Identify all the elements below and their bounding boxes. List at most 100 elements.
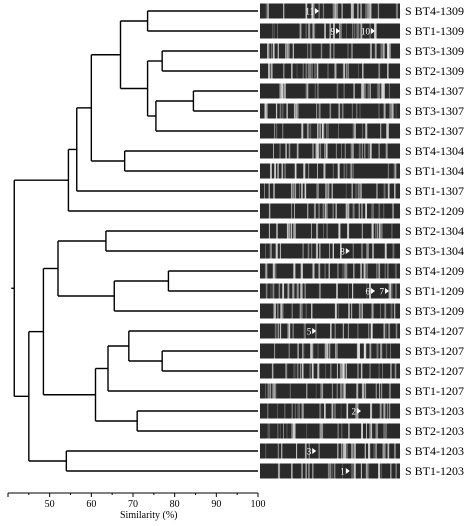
gel-band (297, 403, 299, 419)
gel-band (351, 183, 353, 199)
gel-band (351, 463, 353, 479)
gel-band (301, 183, 303, 199)
gel-band (279, 423, 281, 439)
gel-band (332, 3, 335, 19)
gel-band (336, 283, 338, 299)
gel-band (307, 123, 310, 139)
gel-band (330, 323, 331, 339)
gel-band (321, 123, 324, 139)
gel-band (337, 423, 339, 439)
gel-band (315, 143, 317, 159)
gel-lane-background (260, 283, 400, 299)
gel-band (335, 203, 337, 219)
gel-band (353, 463, 356, 479)
gel-band (277, 303, 279, 319)
gel-band (358, 63, 359, 79)
gel-band (311, 343, 313, 359)
gel-band (270, 243, 272, 259)
gel-lane (260, 263, 400, 279)
gel-band (347, 63, 349, 79)
gel-band (278, 283, 281, 299)
gel-band (300, 303, 302, 319)
gel-band (355, 403, 357, 419)
gel-band (380, 343, 383, 359)
gel-band (332, 203, 334, 219)
gel-band (351, 303, 352, 319)
axis-tick-label: 90 (211, 499, 221, 510)
gel-band (299, 183, 300, 199)
gel-band (328, 263, 330, 279)
gel-band (364, 443, 366, 459)
gel-band (393, 163, 395, 179)
gel-band (286, 43, 289, 59)
sample-label: S BT4-1209 (405, 264, 465, 278)
gel-band (368, 443, 371, 459)
gel-band (265, 443, 267, 459)
gel-band (362, 123, 364, 139)
gel-band (361, 383, 364, 399)
gel-band (286, 223, 288, 239)
gel-band (343, 363, 345, 379)
gel-band (336, 383, 338, 399)
gel-band (299, 303, 301, 319)
gel-band (327, 463, 330, 479)
gel-band (379, 403, 382, 419)
gel-band (274, 163, 276, 179)
gel-band (282, 303, 284, 319)
gel-band (338, 223, 341, 239)
gel-band (279, 103, 282, 119)
gel-band (389, 43, 391, 59)
gel-band (303, 163, 306, 179)
gel-band (387, 183, 390, 199)
gel-band (382, 363, 383, 379)
gel-band (294, 163, 297, 179)
band-marker-arrow-icon (357, 408, 361, 414)
gel-lane (260, 123, 400, 139)
gel-band (288, 143, 291, 159)
gel-band (319, 243, 321, 259)
gel-band (329, 43, 332, 59)
gel-band (271, 63, 273, 79)
gel-band (265, 3, 268, 19)
axis-tick-label: 70 (128, 499, 138, 510)
gel-band (368, 3, 370, 19)
gel-band (389, 43, 391, 59)
gel-band (301, 403, 304, 419)
gel-band (395, 323, 398, 339)
gel-band (287, 43, 290, 59)
gel-band (334, 323, 336, 339)
gel-band (305, 83, 307, 99)
gel-band (293, 423, 295, 439)
gel-band (266, 103, 268, 119)
dendrogram-tree (11, 10, 258, 472)
gel-band (351, 163, 352, 179)
gel-band (293, 263, 296, 279)
gel-band (297, 343, 299, 359)
gel-band (291, 63, 293, 79)
gel-band (387, 163, 390, 179)
gel-band (380, 303, 381, 319)
gel-band (294, 423, 296, 439)
gel-band (265, 263, 268, 279)
gel-band (373, 203, 374, 219)
gel-band (322, 3, 325, 19)
sample-label: S BT4-1304 (405, 144, 465, 158)
gel-band (300, 363, 302, 379)
gel-lane-background (260, 183, 400, 199)
gel-band (361, 243, 363, 259)
gel-lane (260, 43, 400, 59)
gel-band (378, 363, 380, 379)
gel-band (385, 143, 388, 159)
gel-band (337, 163, 339, 179)
gel-band (365, 203, 367, 219)
band-marker-arrow-icon (371, 288, 375, 294)
gel-band (291, 203, 293, 219)
gel-band (275, 243, 278, 259)
gel-band (346, 443, 348, 459)
gel-band (303, 163, 305, 179)
gel-lane (260, 343, 400, 359)
gel-band (395, 3, 398, 19)
gel-lane (260, 203, 400, 219)
gel-band (369, 23, 371, 39)
gel-band (368, 463, 370, 479)
